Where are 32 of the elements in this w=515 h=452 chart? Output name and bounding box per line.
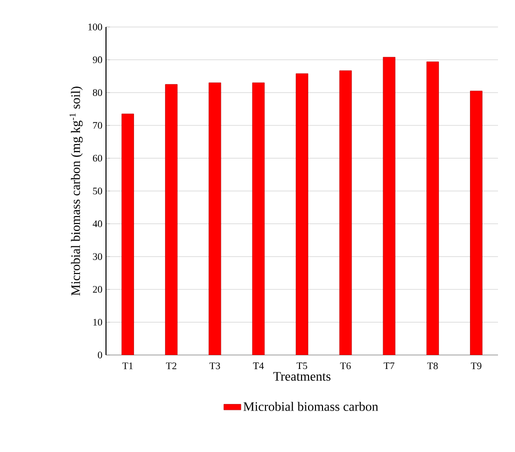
x-tick-label: T3	[210, 362, 220, 370]
bar	[426, 62, 439, 355]
x-tick-label: T9	[470, 362, 482, 370]
x-axis-title: Treatments	[273, 372, 330, 381]
y-tick-label: 40	[92, 220, 102, 228]
bar	[382, 56, 396, 355]
x-tick-label: T8	[427, 362, 438, 370]
x-tick-label: T5	[296, 362, 308, 370]
bar	[296, 73, 308, 355]
y-tick-label: 100	[88, 24, 102, 30]
x-tick-label: T4	[253, 362, 264, 370]
y-axis-title: Microbial biomass carbon (mg kg$^{-1}$ soil)	[70, 86, 83, 296]
bar	[122, 114, 134, 355]
x-tick-label: T1	[122, 362, 133, 370]
bar	[470, 90, 482, 355]
legend-label: Microbial biomass carbon	[243, 402, 378, 411]
x-tick-label: T2	[166, 362, 176, 370]
y-tick-label: 0	[98, 352, 102, 358]
bar	[208, 82, 222, 355]
bar	[339, 70, 352, 355]
y-tick-label: 60	[92, 154, 102, 162]
bar	[165, 84, 178, 355]
y-tick-label: 80	[92, 89, 102, 96]
y-tick-label: 70	[93, 122, 102, 129]
x-tick-label: T7	[384, 362, 394, 370]
bar	[252, 82, 265, 355]
y-tick-label: 90	[92, 56, 102, 64]
y-tick-label: 10	[93, 318, 102, 326]
y-tick-label: 30	[93, 253, 102, 260]
y-tick-label: 20	[92, 286, 102, 293]
x-tick-label: T6	[340, 362, 351, 370]
y-tick-label: 50	[93, 188, 102, 194]
